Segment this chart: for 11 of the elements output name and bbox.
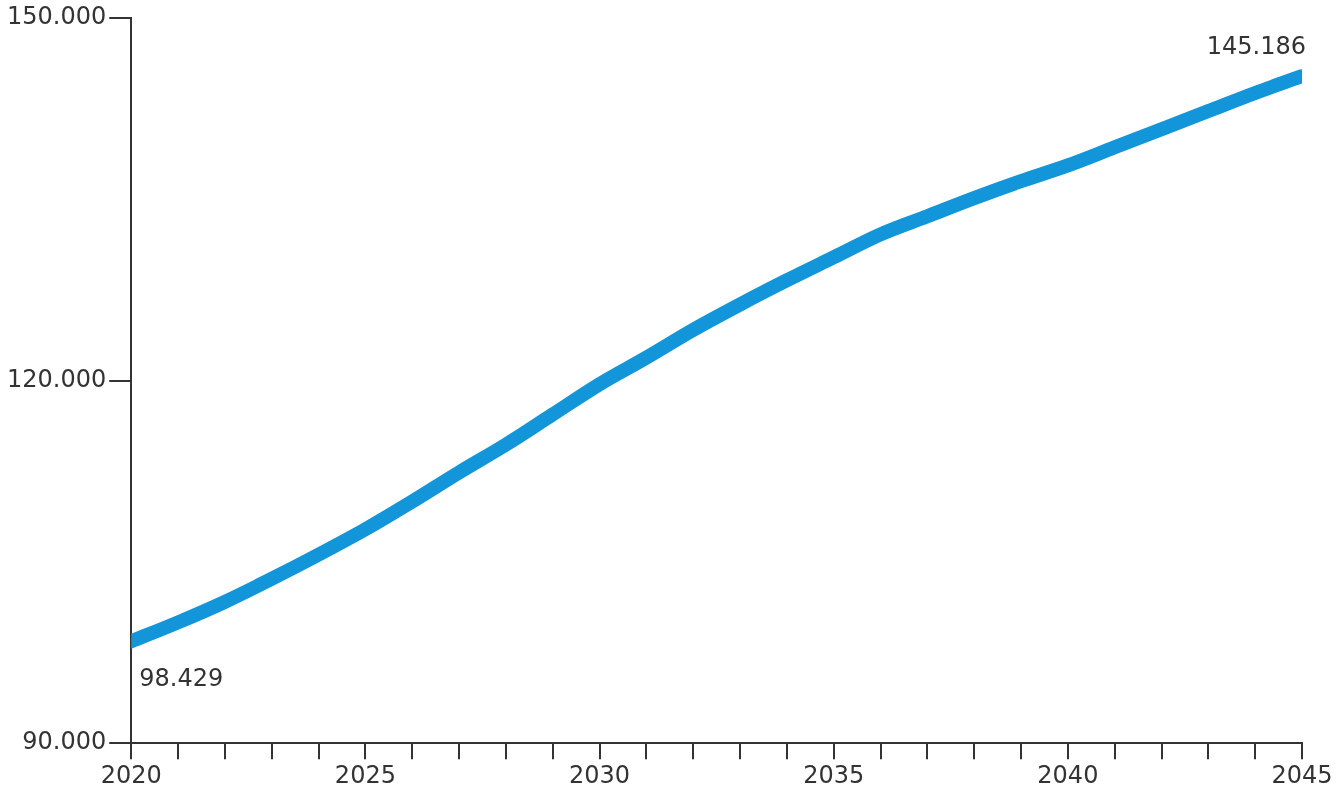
data-label: 98.429 (139, 663, 224, 692)
y-tick-label: 90.000 (22, 727, 107, 756)
x-tick-label: 2040 (1037, 760, 1099, 789)
x-tick-label: 2030 (569, 760, 631, 789)
y-tick-label: 150.000 (7, 2, 107, 31)
x-tick-label: 2025 (334, 760, 396, 789)
data-label: 145.186 (1206, 32, 1306, 61)
x-tick-label: 2020 (100, 760, 162, 789)
x-tick-label: 2035 (803, 760, 865, 789)
y-tick-label: 120.000 (7, 364, 107, 393)
x-tick-label: 2045 (1271, 760, 1333, 789)
